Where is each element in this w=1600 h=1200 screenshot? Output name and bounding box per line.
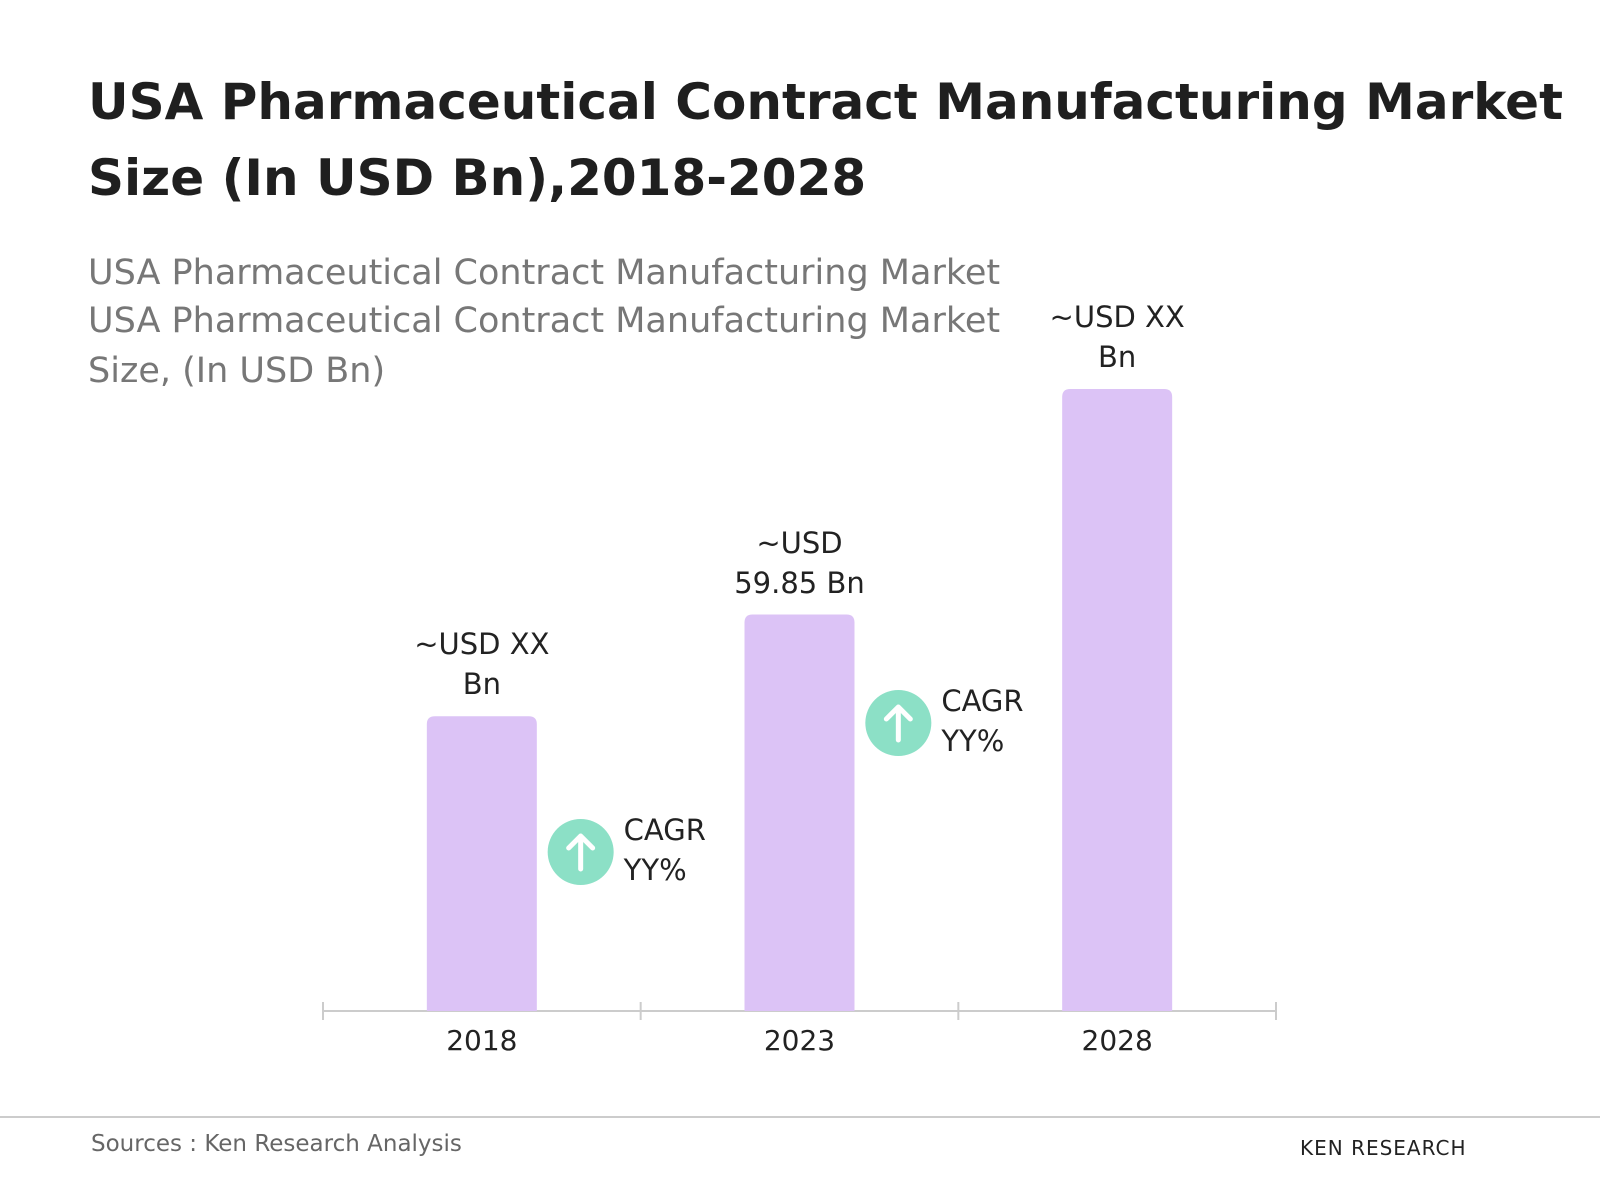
chart-title: USA Pharmaceutical Contract Manufacturin… [88,73,1563,207]
bar [744,614,855,1011]
footer-rule [0,1116,1600,1118]
value-label: ~USD XX Bn [414,627,550,702]
cagr-arrow [566,833,596,872]
subtitle: USA Pharmaceutical Contract Manufacturin… [88,301,1001,391]
subtitle: USA Pharmaceutical Contract Manufacturin… [88,253,1001,293]
bar [426,716,537,1011]
x-tick-label: 2028 [1082,1024,1153,1057]
x-tick-label: 2023 [764,1024,835,1057]
value-label: ~USD XX Bn [1049,300,1185,374]
source: Sources : Ken Research Analysis [91,1131,462,1157]
bar [1062,389,1173,1011]
value-label: ~USD 59.85 Bn [734,525,865,600]
cagr-arrow [883,704,913,743]
cagr-label: CAGR YY% [941,684,1024,758]
x-tick-label: 2018 [446,1024,517,1057]
cagr-label: CAGR YY% [623,813,706,887]
logo: KEN RESEARCH [1300,1136,1467,1160]
